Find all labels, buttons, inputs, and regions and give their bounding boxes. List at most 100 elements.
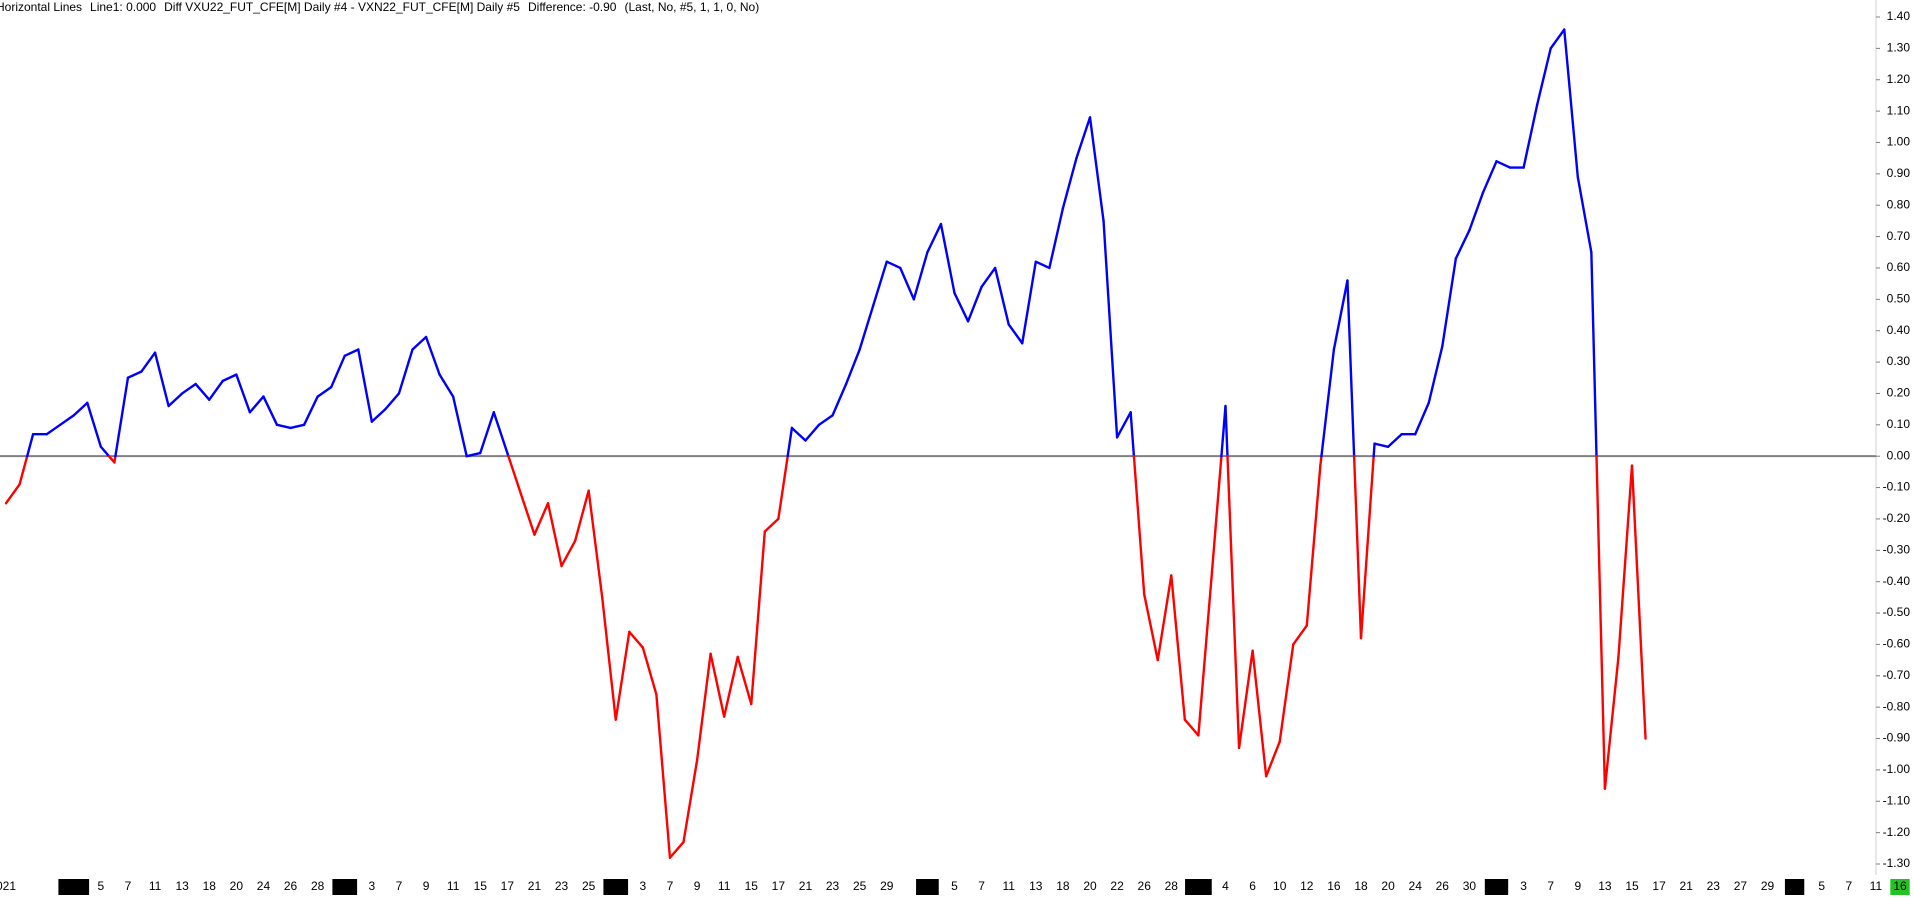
- y-tick-label: 0.90: [1887, 166, 1911, 180]
- line-segment: [72, 401, 89, 417]
- line-segment: [993, 266, 1010, 326]
- x-tick-label: 9: [423, 879, 430, 893]
- y-tick-label: 0.10: [1887, 417, 1911, 431]
- y-tick-label: 1.40: [1887, 9, 1911, 23]
- line-segment: [1563, 28, 1580, 179]
- y-tick-label: -0.10: [1883, 480, 1911, 494]
- x-tick-label: 26: [284, 879, 298, 893]
- line-segment: [114, 376, 130, 458]
- line-segment: [18, 454, 29, 486]
- x-tick-label: 26: [1138, 879, 1152, 893]
- line-segment: [777, 454, 789, 521]
- x-tick-label: 7: [667, 879, 674, 893]
- x-tick-label-bg: [332, 879, 358, 895]
- y-tick-label: -0.30: [1883, 542, 1911, 556]
- line-segment: [1224, 404, 1229, 458]
- y-tick-label: 0.70: [1887, 229, 1911, 243]
- header: Horizontal Lines Line1: 0.000 Diff VXU22_F…: [0, 0, 759, 14]
- x-tick-label: 11: [1870, 879, 1883, 893]
- line-segment: [980, 266, 997, 288]
- line-segment: [479, 411, 495, 455]
- line-segment: [1617, 464, 1634, 659]
- line-segment: [763, 517, 780, 533]
- line-segment: [790, 426, 807, 442]
- y-tick-label: 1.20: [1887, 72, 1911, 86]
- x-tick-label: 28: [311, 879, 325, 893]
- line-segment: [140, 351, 157, 373]
- x-tick-label: 24: [1409, 879, 1423, 893]
- header-item: Difference: -0.90: [528, 0, 617, 14]
- x-tick-label: 11: [149, 879, 162, 893]
- x-tick-label: 23: [1707, 879, 1721, 893]
- line-segment: [736, 655, 753, 706]
- line-segment: [451, 395, 468, 458]
- y-tick-label: 0.40: [1887, 323, 1911, 337]
- line-segment: [786, 426, 794, 458]
- x-tick-label: 7: [125, 879, 132, 893]
- line-segment: [750, 530, 766, 706]
- x-tick-label-bg: [58, 879, 90, 895]
- line-segment: [1603, 655, 1620, 790]
- y-tick-label: -0.70: [1883, 668, 1911, 682]
- line-segment: [858, 304, 875, 351]
- x-tick-label: 3: [640, 879, 647, 893]
- x-tick-label: 18: [1354, 879, 1368, 893]
- x-tick-label: 10: [1273, 879, 1287, 893]
- line-segment: [411, 335, 428, 351]
- line-segment: [1007, 323, 1024, 345]
- x-tick-label: 13: [175, 879, 189, 893]
- line-segment: [275, 423, 292, 430]
- line-segment: [25, 433, 35, 458]
- x-tick-label: 9: [694, 879, 701, 893]
- line-segment: [1292, 624, 1309, 646]
- x-tick-label-bg: [1185, 879, 1212, 895]
- line-segment: [560, 539, 577, 568]
- line-segment: [1156, 574, 1173, 662]
- header-item: (Last, No, #5, 1, 1, 0, No): [624, 0, 759, 14]
- line-segment: [384, 392, 401, 411]
- line-segment: [1427, 345, 1444, 405]
- line-segment: [872, 260, 888, 307]
- y-tick-label: 1.00: [1887, 135, 1911, 149]
- y-tick-label: -0.80: [1883, 699, 1911, 713]
- line-segment: [831, 382, 848, 417]
- y-tick-label: -0.40: [1883, 574, 1911, 588]
- series-line: [4, 28, 1647, 859]
- line-segment: [59, 414, 75, 427]
- line-segment: [1102, 219, 1119, 439]
- line-segment: [1132, 454, 1146, 596]
- line-segment: [1495, 160, 1512, 169]
- x-tick-label: 4: [1222, 879, 1229, 893]
- x-tick-label: 29: [880, 879, 894, 893]
- line-segment: [397, 348, 414, 395]
- x-tick-label: 12: [1300, 879, 1314, 893]
- line-segment: [45, 423, 62, 436]
- line-segment: [1278, 643, 1295, 743]
- line-segment: [167, 392, 184, 408]
- line-segment: [668, 840, 685, 859]
- line-segment: [194, 382, 211, 401]
- line-segment: [1142, 593, 1159, 662]
- x-tick-label: 27: [1734, 879, 1748, 893]
- x-tick-label-bg: [1784, 879, 1805, 895]
- x-tick-label: 16: [1327, 879, 1341, 893]
- line-segment: [1454, 229, 1471, 260]
- line-segment: [262, 395, 279, 427]
- x-tick-label: 5: [98, 879, 105, 893]
- x-tick-label: 3: [1520, 879, 1527, 893]
- line-segment: [1468, 191, 1485, 232]
- line-segment: [1346, 279, 1356, 458]
- x-tick-label: 21: [1680, 879, 1694, 893]
- line-segment: [1630, 464, 1647, 740]
- line-segment: [912, 251, 929, 301]
- line-segment: [1183, 718, 1200, 737]
- line-segment: [655, 693, 672, 859]
- line-segment: [492, 411, 509, 455]
- line-segment: [1535, 47, 1552, 107]
- y-tick-label: 0.80: [1887, 197, 1911, 211]
- x-tick-label: 23: [826, 879, 840, 893]
- line-segment: [438, 373, 455, 398]
- line-segment: [533, 502, 550, 536]
- line-segment: [180, 382, 197, 395]
